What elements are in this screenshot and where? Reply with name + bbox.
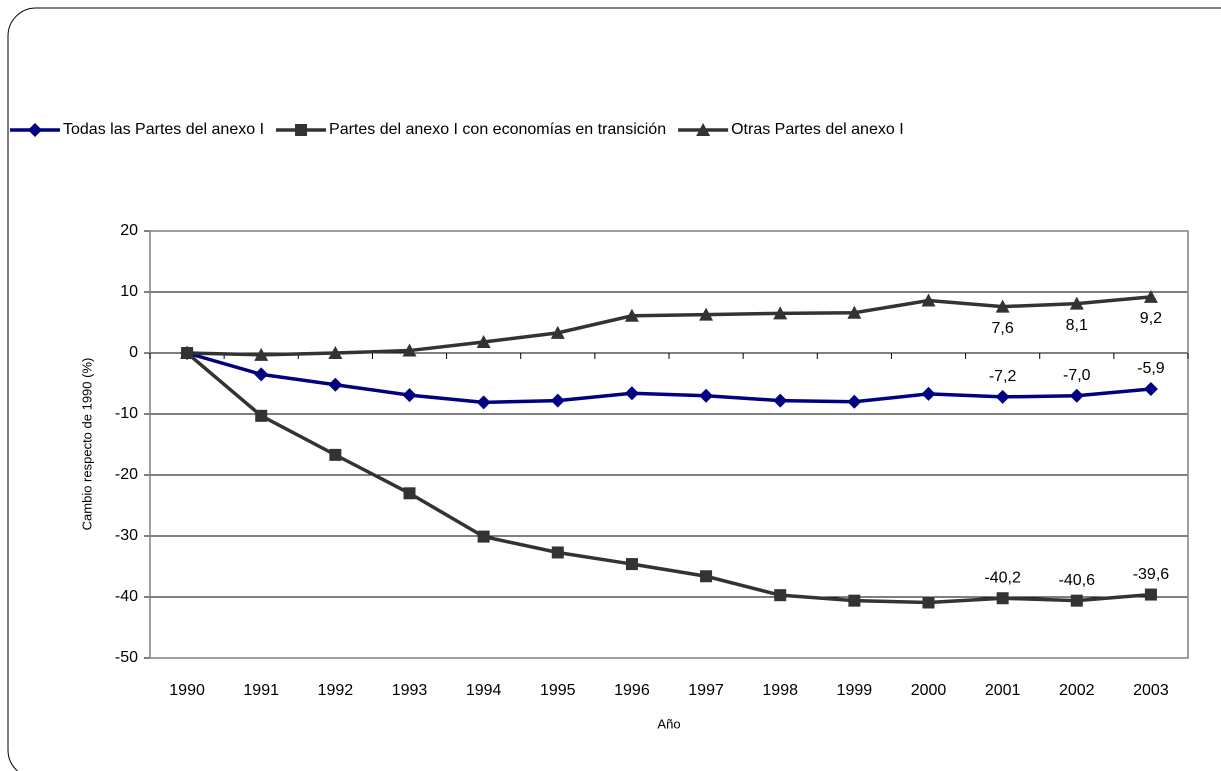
data-label: -5,9 [1137,360,1165,377]
data-point [700,570,713,583]
x-tick-label: 2001 [985,682,1021,699]
x-tick-label: 1998 [762,682,798,699]
series-line [187,295,1152,357]
data-point [328,346,343,359]
data-point [774,589,787,602]
data-point [550,325,565,339]
data-point [328,377,343,392]
data-point [403,487,416,500]
data-point [1143,289,1158,303]
data-point [773,306,788,320]
data-point [996,592,1009,605]
x-tick-label: 1991 [243,682,279,699]
data-point [254,347,269,361]
data-point [921,386,936,401]
data-point [1144,588,1157,601]
x-tick-label: 1997 [688,682,724,699]
y-tick-label: -40 [115,588,138,605]
data-point [476,395,491,410]
x-tick-label: 1990 [169,682,205,699]
data-point [625,558,638,571]
data-point [773,393,788,408]
data-point [402,343,417,357]
y-tick-label: 20 [120,222,138,239]
y-tick-label: -10 [115,405,138,422]
legend-marker [28,123,42,137]
data-point [995,299,1010,313]
data-point [551,546,564,559]
data-point [254,367,269,382]
x-axis-label: Año [657,716,680,731]
series-line [185,351,1152,605]
data-point [402,388,417,403]
x-tick-label: 2003 [1133,682,1169,699]
y-tick-label: -50 [115,649,138,666]
data-point [180,346,195,359]
data-point [329,448,342,461]
x-tick-label: 1994 [466,682,502,699]
data-point [1143,381,1158,396]
data-point [848,594,861,607]
legend-label: Todas las Partes del anexo I [63,121,264,138]
data-point [1070,594,1083,607]
legend-label: Partes del anexo I con economías en tran… [329,121,666,138]
data-point [847,394,862,409]
data-point [847,305,862,319]
x-tick-label: 1993 [392,682,428,699]
data-point [624,308,639,322]
x-tick-label: 1995 [540,682,576,699]
series-line [186,351,1152,405]
data-label: -7,2 [989,368,1017,385]
data-label: 7,6 [992,320,1014,337]
data-label: -7,0 [1063,367,1091,384]
legend-marker [696,123,711,136]
data-label: 9,2 [1140,310,1162,327]
frame [7,7,1221,771]
legend-label: Otras Partes del anexo I [731,121,904,138]
data-point [995,389,1010,404]
data-label: 8,1 [1066,317,1088,334]
x-tick-label: 1996 [614,682,650,699]
x-tick-label: 2000 [911,682,947,699]
data-label: -39,6 [1133,566,1170,583]
x-tick-label: 2002 [1059,682,1095,699]
data-point [699,307,714,321]
data-point [624,386,639,401]
y-tick-label: -30 [115,527,138,544]
y-tick-label: 0 [129,344,138,361]
data-point [921,293,936,307]
legend-marker [295,124,308,136]
data-point [476,335,491,349]
x-tick-label: 1992 [318,682,354,699]
data-point [922,596,935,609]
x-tick-label: 1999 [837,682,873,699]
data-point [699,388,714,403]
y-tick-label: 10 [120,283,138,300]
data-label: -40,2 [984,569,1021,586]
plot-area [149,230,1189,659]
data-point [477,530,490,543]
y-axis-label: Cambio respecto de 1990 (%) [79,358,94,531]
data-label: -40,6 [1059,572,1096,589]
data-point [1069,388,1084,403]
data-point [255,409,268,422]
data-point [1069,296,1084,310]
y-tick-label: -20 [115,466,138,483]
data-point [550,393,565,408]
